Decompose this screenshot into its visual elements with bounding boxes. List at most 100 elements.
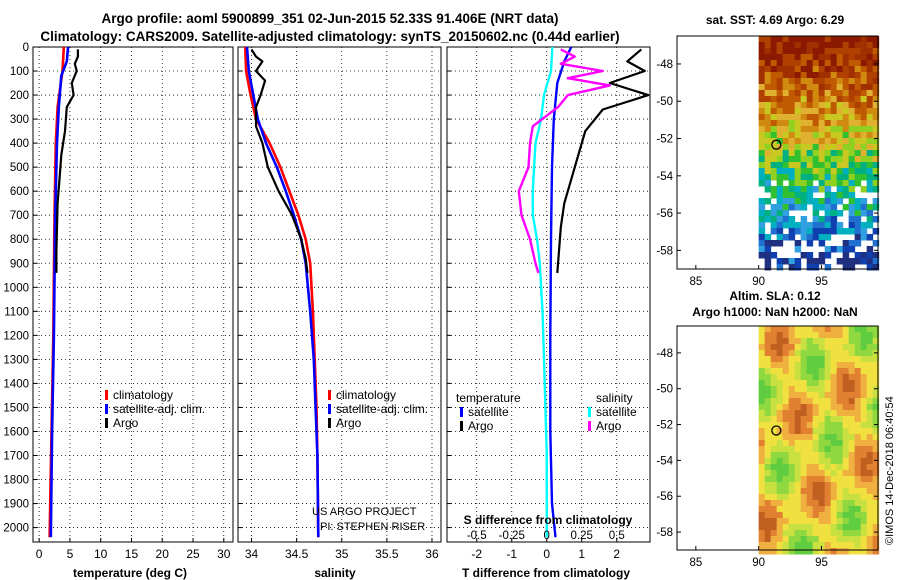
map-cell — [800, 228, 808, 235]
map-cell — [866, 126, 874, 133]
map-cell — [758, 144, 766, 151]
map-cell — [776, 234, 784, 241]
map-cell — [758, 488, 766, 495]
map-cell — [776, 452, 784, 459]
map-cell — [842, 344, 850, 351]
map-cell — [800, 422, 808, 429]
map-cell — [782, 222, 790, 229]
map-cell — [800, 114, 808, 121]
map-cell — [800, 428, 808, 435]
map-cell — [842, 362, 850, 369]
map-cell — [782, 344, 790, 351]
map-cell — [830, 542, 838, 549]
map-cell — [794, 344, 802, 351]
map-cell — [806, 464, 814, 471]
lat-tick-label: -48 — [656, 348, 673, 360]
map-cell — [854, 494, 862, 501]
map-cell — [854, 542, 862, 549]
map-cell — [758, 198, 766, 205]
map-cell — [848, 138, 856, 145]
map-cell — [818, 132, 826, 139]
map-cell — [854, 114, 862, 121]
map-cell — [806, 222, 814, 229]
map-cell — [860, 458, 868, 465]
map-cell — [836, 452, 844, 459]
map-cell — [872, 78, 880, 85]
map-cell — [824, 326, 832, 333]
map-cell — [806, 162, 814, 169]
map-cell — [788, 506, 796, 513]
map-cell — [806, 494, 814, 501]
map-cell — [788, 186, 796, 193]
map-cell — [824, 410, 832, 417]
map-cell — [758, 458, 766, 465]
map-cell — [836, 222, 844, 229]
map-cell — [854, 168, 862, 175]
map-cell — [824, 356, 832, 363]
map-cell — [818, 216, 826, 223]
map-cell — [782, 326, 790, 333]
map-cell — [872, 42, 880, 49]
map-cell — [794, 374, 802, 381]
map-cell — [758, 168, 766, 175]
map-cell — [872, 434, 880, 441]
map-cell — [788, 36, 796, 43]
map-cell — [794, 60, 802, 67]
map-cell — [830, 404, 838, 411]
credit-line-1: US ARGO PROJECT — [312, 506, 417, 518]
map-cell — [806, 548, 814, 555]
map-cell — [764, 338, 772, 345]
map-cell — [788, 78, 796, 85]
lat-tick-label: -54 — [656, 171, 673, 183]
map-cell — [782, 36, 790, 43]
map-cell — [800, 138, 808, 145]
x-axis-title: T difference from climatology — [462, 566, 630, 580]
map-cell — [770, 530, 778, 537]
map-cell — [842, 96, 850, 103]
map-cell — [872, 380, 880, 387]
map-cell — [842, 150, 850, 157]
map-cell — [836, 344, 844, 351]
map-cell — [806, 404, 814, 411]
map-cell — [818, 186, 826, 193]
map-cell — [872, 356, 880, 363]
map-cell — [764, 180, 772, 187]
map-cell — [764, 542, 772, 549]
map-cell — [848, 434, 856, 441]
map-cell — [764, 252, 772, 259]
legend-label: satellite — [468, 405, 509, 419]
map-cell — [764, 452, 772, 459]
map-cell — [830, 150, 838, 157]
map-cell — [848, 500, 856, 507]
credit-line-2: PI: STEPHEN RISER — [320, 521, 425, 533]
map-cell — [812, 542, 820, 549]
map-cell — [758, 542, 766, 549]
map-cell — [830, 470, 838, 477]
y-tick-label: 0 — [23, 42, 29, 54]
map-cell — [836, 536, 844, 543]
map-cell — [818, 204, 826, 211]
map-cell — [872, 506, 880, 513]
map-cell — [836, 90, 844, 97]
map-cell — [788, 216, 796, 223]
map-cell — [830, 518, 838, 525]
map-cell — [812, 186, 820, 193]
map-cell — [854, 90, 862, 97]
map-cell — [824, 458, 832, 465]
map-cell — [806, 356, 814, 363]
map-cell — [800, 150, 808, 157]
map-cell — [758, 428, 766, 435]
map-cell — [794, 440, 802, 447]
map-cell — [860, 186, 868, 193]
map-cell — [836, 228, 844, 235]
map-cell — [794, 326, 802, 333]
map-cell — [782, 548, 790, 555]
map-cell — [824, 72, 832, 79]
map-cell — [794, 138, 802, 145]
map-cell — [860, 132, 868, 139]
map-cell — [800, 168, 808, 175]
map-cell — [818, 386, 826, 393]
map-cell — [806, 482, 814, 489]
map-cell — [782, 416, 790, 423]
map-cell — [794, 464, 802, 471]
